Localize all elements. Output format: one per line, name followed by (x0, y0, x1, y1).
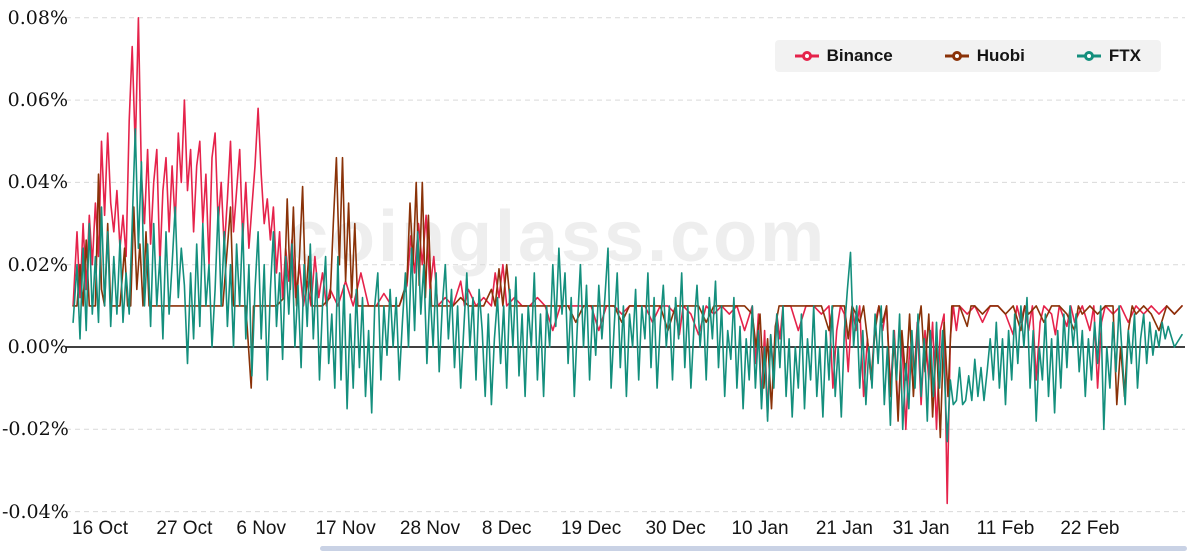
x-axis-label: 27 Oct (156, 518, 213, 539)
series-line-huobi[interactable] (72, 156, 1183, 439)
x-axis-label: 31 Jan (892, 518, 950, 539)
y-axis-label: 0.06% (7, 89, 68, 112)
legend-item-label: Binance (826, 46, 893, 65)
x-axis-label: 10 Jan (731, 518, 789, 539)
legend-item-huobi[interactable]: Huobi (944, 45, 1025, 67)
y-axis-label: -0.04% (2, 500, 69, 523)
x-axis-label: 16 Oct (72, 518, 128, 539)
legend-marker-icon (1076, 51, 1101, 61)
legend-item-label: Huobi (976, 46, 1025, 65)
legend-marker-icon (794, 51, 819, 61)
legend: Binance Huobi FTX (774, 40, 1161, 72)
legend-marker-icon (944, 51, 969, 61)
watermark: coinglass.com (288, 197, 828, 277)
y-axis-label: 0.00% (7, 336, 68, 358)
y-axis-label: 0.02% (7, 253, 68, 276)
x-axis-label: 19 Dec (560, 518, 622, 539)
x-axis-label: 22 Feb (1060, 518, 1120, 539)
x-axis-label: 8 Dec (481, 518, 532, 539)
x-axis-label: 6 Nov (236, 518, 287, 539)
horizontal-scrollbar[interactable] (320, 546, 1187, 551)
x-axis-label: 21 Jan (815, 518, 873, 539)
series-line-binance[interactable] (72, 17, 1183, 505)
legend-item-binance[interactable]: Binance (794, 45, 893, 67)
y-axis-label: -0.02% (2, 418, 69, 441)
legend-item-ftx[interactable]: FTX (1076, 45, 1141, 67)
series-line-ftx[interactable] (72, 128, 1183, 443)
legend-item-label: FTX (1108, 46, 1141, 65)
y-axis-label: 0.04% (7, 171, 68, 194)
y-axis-label: 0.08% (7, 6, 68, 29)
x-axis-label: 11 Feb (976, 518, 1035, 539)
x-axis-label: 30 Dec (645, 518, 706, 539)
x-axis-label: 28 Nov (399, 518, 461, 539)
x-axis-label: 17 Nov (315, 518, 376, 539)
